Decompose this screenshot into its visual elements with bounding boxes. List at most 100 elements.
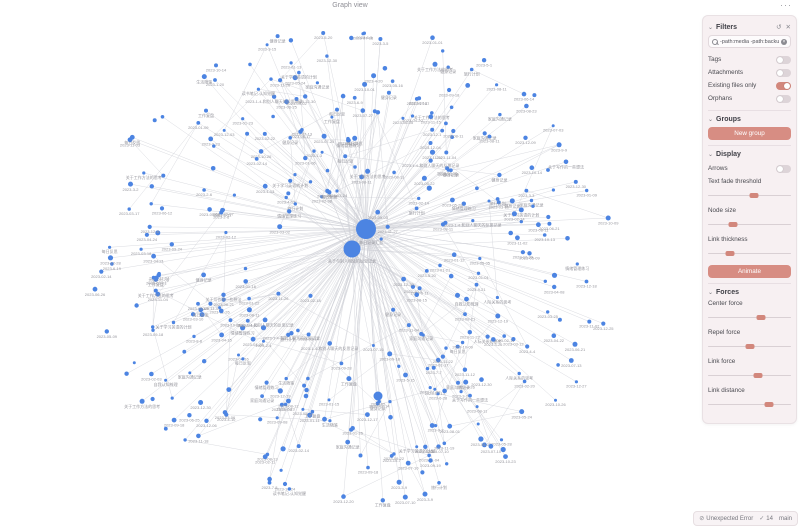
graph-node[interactable] bbox=[437, 481, 441, 485]
groups-section-header[interactable]: ⌄ Groups bbox=[708, 116, 791, 123]
graph-node[interactable] bbox=[280, 446, 286, 452]
graph-node[interactable] bbox=[405, 460, 411, 466]
graph-node[interactable] bbox=[527, 251, 532, 256]
graph-node[interactable] bbox=[451, 128, 456, 134]
graph-node[interactable] bbox=[487, 199, 491, 203]
graph-node[interactable] bbox=[277, 224, 283, 230]
graph-node[interactable] bbox=[232, 193, 236, 197]
graph-hub-node[interactable] bbox=[343, 240, 361, 258]
graph-node[interactable] bbox=[335, 189, 339, 193]
graph-node[interactable] bbox=[286, 191, 291, 196]
graph-node[interactable] bbox=[310, 409, 315, 414]
graph-node[interactable] bbox=[218, 306, 222, 310]
arrows-toggle[interactable] bbox=[776, 164, 791, 173]
graph-node[interactable] bbox=[149, 184, 154, 189]
graph-node[interactable] bbox=[298, 129, 303, 134]
graph-node[interactable] bbox=[303, 155, 308, 161]
graph-node[interactable] bbox=[498, 112, 502, 117]
graph-node[interactable] bbox=[442, 441, 447, 446]
graph-node[interactable] bbox=[388, 415, 393, 420]
graph-node[interactable] bbox=[375, 209, 381, 215]
graph-node[interactable] bbox=[171, 417, 177, 423]
graph-node[interactable] bbox=[221, 297, 226, 302]
slider-thumb[interactable] bbox=[753, 372, 763, 378]
graph-node[interactable] bbox=[451, 252, 457, 257]
graph-node[interactable] bbox=[287, 487, 292, 491]
graph-node[interactable] bbox=[502, 334, 507, 338]
slider[interactable] bbox=[708, 372, 791, 378]
graph-node[interactable] bbox=[198, 307, 204, 313]
graph-node[interactable] bbox=[330, 115, 334, 119]
graph-node[interactable] bbox=[164, 378, 168, 382]
graph-node[interactable] bbox=[605, 215, 611, 221]
graph-node[interactable] bbox=[202, 359, 207, 364]
graph-node[interactable] bbox=[260, 325, 267, 331]
graph-node[interactable] bbox=[546, 168, 550, 172]
graph-node[interactable] bbox=[601, 321, 606, 326]
graph-node[interactable] bbox=[360, 108, 366, 113]
graph-node[interactable] bbox=[328, 419, 332, 423]
new-group-button[interactable]: New group bbox=[708, 127, 791, 140]
graph-node[interactable] bbox=[308, 180, 313, 184]
graph-node[interactable] bbox=[240, 325, 246, 331]
graph-node[interactable] bbox=[476, 271, 481, 275]
graph-node[interactable] bbox=[279, 468, 283, 472]
graph-node[interactable] bbox=[293, 173, 297, 177]
graph-node[interactable] bbox=[159, 206, 165, 211]
toggle-switch[interactable] bbox=[776, 68, 791, 77]
graph-node[interactable] bbox=[297, 70, 301, 75]
forces-section-header[interactable]: ⌄ Forces bbox=[708, 289, 791, 296]
graph-node[interactable] bbox=[170, 396, 174, 400]
graph-node[interactable] bbox=[256, 87, 260, 91]
graph-node[interactable] bbox=[442, 388, 447, 394]
graph-node[interactable] bbox=[245, 318, 250, 323]
graph-node[interactable] bbox=[287, 209, 292, 214]
graph-node[interactable] bbox=[428, 141, 433, 145]
graph-node[interactable] bbox=[565, 236, 570, 241]
graph-node[interactable] bbox=[459, 390, 463, 394]
graph-node[interactable] bbox=[479, 377, 484, 382]
graph-node[interactable] bbox=[296, 328, 300, 333]
graph-node[interactable] bbox=[429, 423, 435, 428]
graph-node[interactable] bbox=[142, 171, 146, 175]
graph-node[interactable] bbox=[410, 284, 416, 289]
graph-node[interactable] bbox=[520, 250, 526, 255]
graph-hub-node[interactable] bbox=[373, 391, 383, 401]
graph-node[interactable] bbox=[448, 273, 454, 279]
graph-node[interactable] bbox=[508, 230, 513, 236]
graph-node[interactable] bbox=[134, 303, 139, 308]
graph-node[interactable] bbox=[495, 83, 499, 87]
graph-node[interactable] bbox=[476, 422, 480, 426]
graph-node[interactable] bbox=[325, 54, 329, 58]
graph-node[interactable] bbox=[386, 90, 391, 95]
graph-node[interactable] bbox=[410, 114, 415, 118]
graph-node[interactable] bbox=[401, 116, 405, 120]
graph-node[interactable] bbox=[450, 135, 454, 140]
graph-node[interactable] bbox=[444, 150, 449, 155]
animate-button[interactable]: Animate bbox=[708, 265, 791, 278]
graph-node[interactable] bbox=[304, 387, 309, 393]
graph-node[interactable] bbox=[485, 334, 490, 339]
slider[interactable] bbox=[708, 401, 791, 407]
graph-node[interactable] bbox=[107, 255, 114, 261]
graph-node[interactable] bbox=[495, 197, 500, 201]
graph-node[interactable] bbox=[478, 436, 484, 442]
graph-node[interactable] bbox=[563, 159, 569, 165]
graph-node[interactable] bbox=[500, 446, 506, 453]
graph-node[interactable] bbox=[556, 363, 560, 367]
slider-thumb[interactable] bbox=[725, 250, 735, 256]
graph-node[interactable] bbox=[436, 444, 441, 449]
graph-node[interactable] bbox=[226, 387, 232, 392]
graph-node[interactable] bbox=[371, 73, 377, 79]
graph-node[interactable] bbox=[288, 136, 293, 140]
graph-node[interactable] bbox=[204, 418, 209, 423]
graph-node[interactable] bbox=[258, 417, 263, 422]
graph-node[interactable] bbox=[415, 445, 419, 449]
graph-node[interactable] bbox=[153, 288, 158, 293]
graph-node[interactable] bbox=[433, 387, 437, 391]
graph-node[interactable] bbox=[208, 301, 213, 306]
graph-node[interactable] bbox=[551, 272, 558, 278]
graph-node[interactable] bbox=[417, 286, 422, 291]
graph-node[interactable] bbox=[542, 233, 547, 237]
graph-node[interactable] bbox=[372, 109, 377, 114]
